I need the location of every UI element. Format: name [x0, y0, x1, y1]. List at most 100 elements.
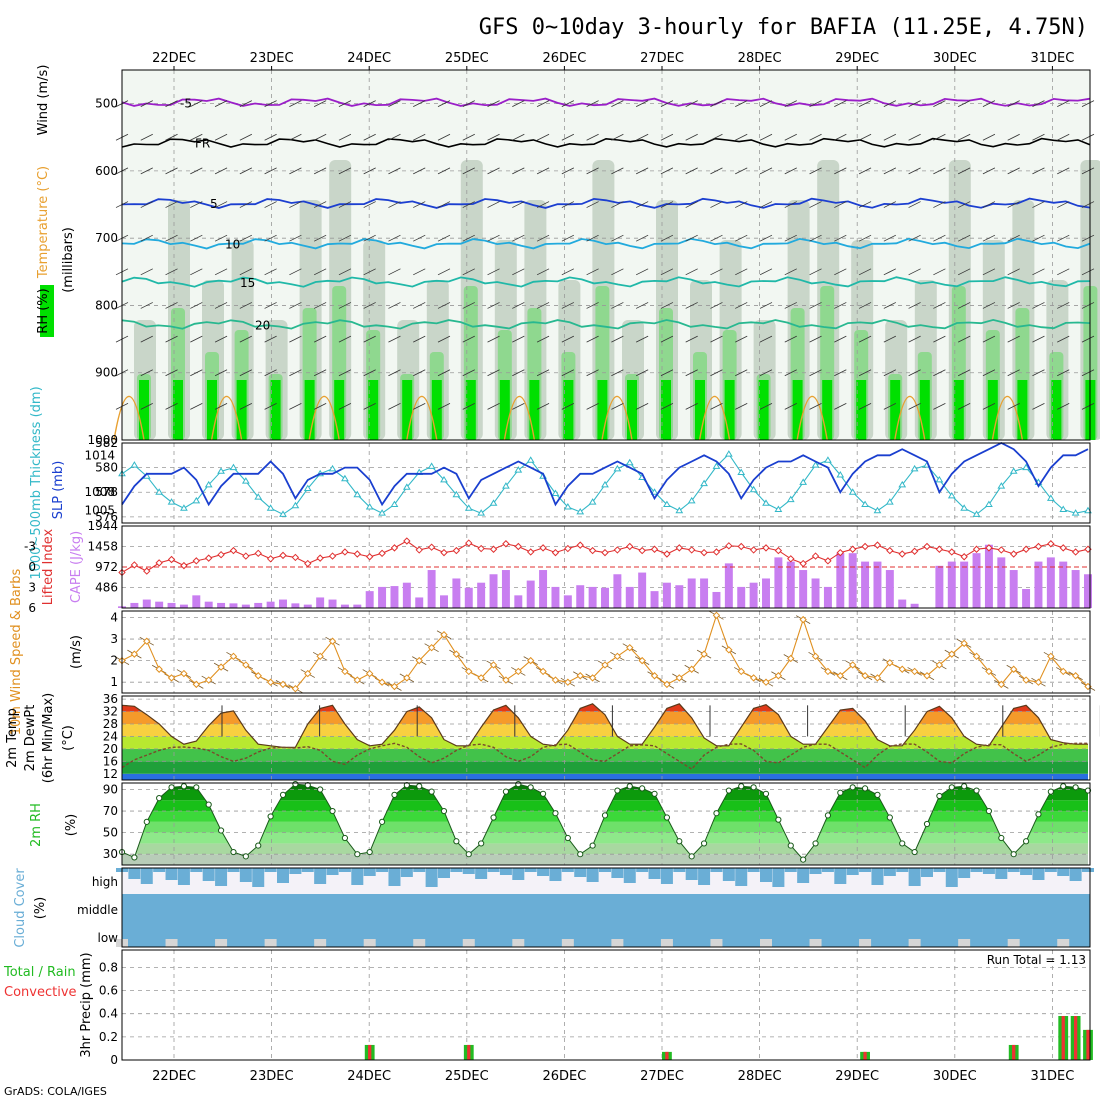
date-label-top: 26DEC: [542, 51, 586, 66]
wind-barb: [809, 100, 822, 107]
thickness-point-12: [266, 504, 275, 511]
wind-barb: [586, 268, 599, 276]
wind-barb: [388, 133, 401, 141]
cape-tick: 1944: [87, 519, 118, 533]
wind10m-axis-label: 10m Wind Speed & Barbs: [9, 569, 24, 736]
rh-point-29: [478, 840, 485, 847]
cloud-high-bar: [772, 868, 785, 887]
cloud-high-bar: [475, 868, 488, 879]
wind-barb: [883, 234, 897, 242]
cape-bar: [576, 585, 585, 608]
wind-barb: [611, 100, 624, 107]
wind-barb: [635, 268, 649, 276]
cloud-high-bar: [698, 868, 711, 885]
cape-bar: [687, 578, 696, 608]
thickness-point-54: [786, 495, 795, 503]
cloud-high-bar: [140, 868, 153, 884]
li-point-11: [254, 549, 262, 558]
precip-convective-bar: [665, 1051, 669, 1060]
cape-bar: [402, 582, 411, 608]
rh-tick: 30: [103, 847, 118, 861]
wind-barb: [957, 167, 971, 175]
wind-barb: [735, 167, 748, 175]
wind-barb: [611, 302, 624, 309]
thickness-point-39: [601, 480, 609, 488]
cape-bar: [415, 597, 424, 608]
wind-barb: [834, 302, 847, 309]
wind-barb: [437, 403, 451, 410]
wind-barb: [759, 133, 773, 141]
y-tick-label: 800: [95, 298, 118, 312]
wind-barb: [1032, 268, 1045, 276]
cloud-high-bar: [351, 868, 364, 885]
li-point-62: [886, 546, 894, 555]
thickness-point-27: [452, 490, 461, 498]
wind-barb: [512, 369, 525, 377]
cape-bar: [786, 561, 795, 608]
wind-barb: [834, 369, 847, 377]
thickness-point-13: [279, 510, 287, 517]
cloud-high-bar: [400, 868, 413, 877]
wind-barb: [1007, 268, 1020, 276]
wind-barb: [289, 133, 302, 141]
wind-barb: [933, 201, 946, 208]
li-point-60: [861, 542, 869, 551]
wind-barb: [908, 201, 921, 208]
wind-barb: [1081, 335, 1095, 343]
wind-barb: [214, 201, 228, 208]
chart-title: GFS 0~10day 3-hourly for BAFIA (11.25E, …: [479, 15, 1088, 40]
li-point-43: [650, 545, 659, 553]
wind-barb: [264, 133, 277, 141]
wind-barb: [1032, 100, 1045, 107]
upper-air-panel: -5 FR 5 10 15 20 500 600 700 800 900 1000 RH (%) Temp…: [36, 65, 1100, 447]
rh-point-14: [292, 780, 299, 788]
li-point-16: [316, 554, 324, 562]
wind-barb: [957, 335, 971, 343]
wind-barb: [289, 234, 302, 242]
date-label-bottom: 29DEC: [835, 1069, 879, 1084]
wind-barb: [289, 100, 302, 107]
wind-barb: [140, 302, 153, 309]
date-label-top: 29DEC: [835, 51, 879, 66]
cloud-high-bar: [413, 868, 426, 872]
li-tick: 0: [28, 560, 36, 574]
wind-barb: [784, 403, 797, 410]
rh-plume-core: [890, 380, 901, 440]
thickness-tick: 580: [95, 461, 118, 475]
cape-bar: [885, 570, 894, 608]
wind-barb: [660, 302, 674, 309]
wind-barb: [759, 201, 773, 208]
li-point-50: [737, 542, 745, 551]
cloud-high-bar: [202, 868, 215, 881]
cloud-low-bar: [710, 939, 723, 947]
rh-point-66: [936, 792, 943, 800]
wind-barb: [363, 100, 376, 107]
wind-barb: [512, 133, 525, 141]
wind-speed-point-6: [192, 680, 201, 689]
wind-barb: [858, 369, 872, 377]
cape-bar: [266, 601, 275, 608]
wind-barb: [809, 268, 822, 276]
wind-barb: [759, 369, 773, 377]
y-tick-label: 600: [95, 164, 118, 178]
wind-barb: [611, 335, 624, 343]
cloud-unit-label: (%): [33, 897, 48, 920]
wind-barb: [735, 335, 748, 343]
wind-barb: [561, 133, 575, 141]
rh-point-70: [985, 807, 993, 815]
wind-barb: [190, 302, 203, 309]
thickness-point-75: [1046, 494, 1055, 501]
wind-barb: [1057, 167, 1070, 175]
minmax-axis-label: (6hr Min/Max): [41, 693, 56, 783]
rh-plume-core: [563, 380, 574, 440]
wind-barb: [561, 302, 575, 309]
thickness-point-43: [650, 488, 659, 495]
rh-point-68: [961, 783, 968, 790]
rh-point-38: [589, 842, 596, 849]
li-point-7: [204, 554, 213, 562]
wind-barb: [685, 403, 698, 410]
wind-barb: [957, 100, 971, 107]
thickness-point-29: [477, 509, 486, 516]
cloud-mid-low: [122, 894, 1090, 947]
li-point-5: [180, 561, 188, 570]
